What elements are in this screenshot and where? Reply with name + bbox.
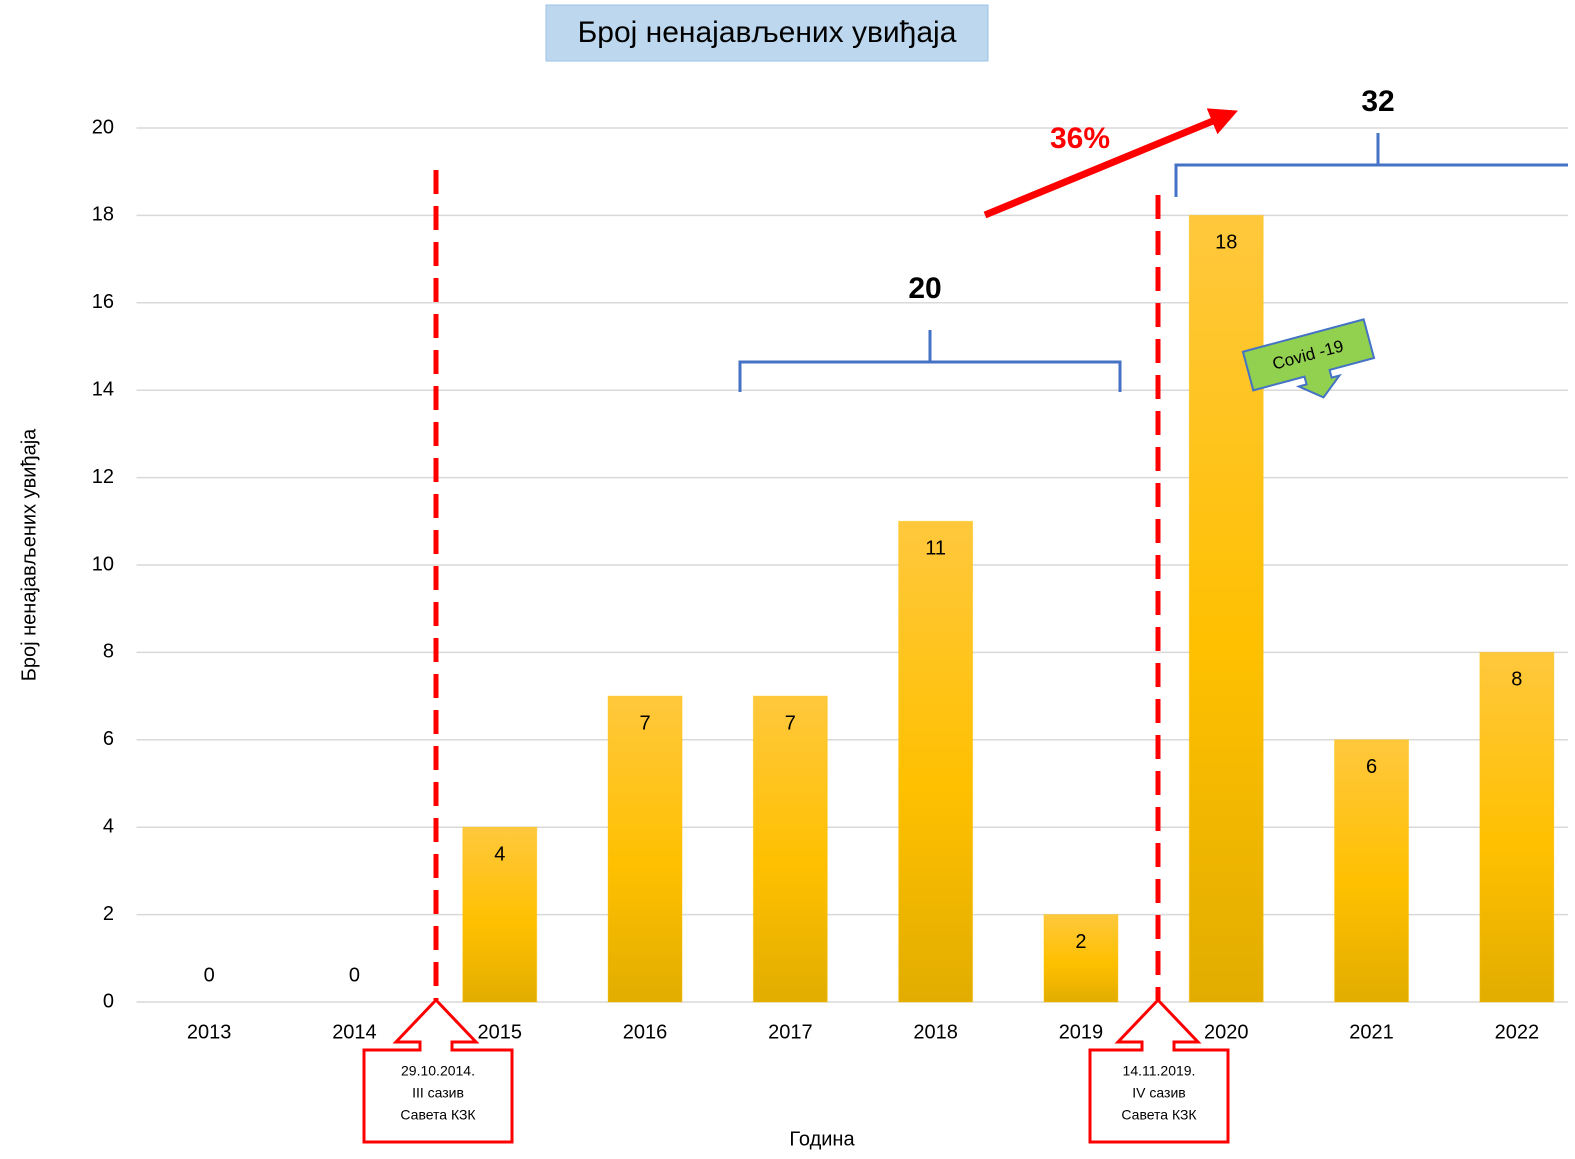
data-label: 11	[925, 538, 946, 560]
x-tick-label: 2018	[913, 1021, 958, 1043]
x-tick-label: 2019	[1059, 1021, 1104, 1043]
data-label: 0	[204, 964, 215, 986]
y-tick-label: 20	[92, 116, 114, 138]
note-text: 14.11.2019.	[1123, 1063, 1196, 1079]
bar	[1188, 214, 1264, 1003]
data-label: 7	[639, 712, 650, 734]
x-tick-label: 2016	[623, 1021, 668, 1043]
y-tick-label: 14	[92, 378, 114, 400]
note-text: Савета КЗК	[1121, 1107, 1197, 1123]
data-label: 2	[1075, 931, 1086, 953]
bar	[898, 520, 974, 1003]
y-tick-label: 18	[92, 204, 114, 226]
note-text: 29.10.2014.	[401, 1063, 475, 1079]
y-tick-label: 16	[92, 291, 114, 313]
data-label: 18	[1215, 232, 1237, 254]
data-label: 8	[1511, 669, 1522, 691]
note-callout	[362, 997, 514, 1144]
note-text: Савета КЗК	[400, 1107, 476, 1123]
data-label: 7	[785, 712, 796, 734]
title-box	[545, 4, 989, 62]
x-tick-label: 2017	[768, 1021, 813, 1043]
x-tick-label: 2022	[1495, 1021, 1540, 1043]
x-tick-label: 2014	[332, 1021, 377, 1043]
bar	[1334, 739, 1410, 1003]
covid-callout: Covid -19	[1241, 318, 1376, 399]
bars: 2013020140201542016720177201811201922020…	[187, 214, 1555, 1043]
data-label: 6	[1366, 756, 1377, 778]
x-tick-label: 2020	[1204, 1021, 1249, 1043]
data-label: 0	[349, 964, 360, 986]
bracket	[1174, 133, 1568, 197]
growth-arrow	[983, 108, 1238, 219]
x-tick-label: 2013	[187, 1021, 232, 1043]
y-tick-label: 12	[92, 466, 114, 488]
bar	[462, 826, 538, 1003]
note-callout	[1088, 997, 1230, 1144]
annotation: 20	[908, 272, 941, 305]
chart-title: Број ненајављених увиђаја	[578, 16, 957, 49]
data-label: 4	[494, 843, 505, 865]
y-axis-label: Број ненајављених увиђаја	[18, 428, 40, 681]
bar	[752, 695, 828, 1003]
y-tick-label: 4	[103, 815, 114, 837]
annotation: 32	[1361, 85, 1394, 118]
annotation: 36%	[1050, 122, 1110, 155]
bar	[607, 695, 683, 1003]
x-tick-label: 2021	[1349, 1021, 1394, 1043]
note-text: IV сазив	[1132, 1085, 1185, 1101]
bar	[1043, 914, 1119, 1003]
y-tick-label: 6	[103, 728, 114, 750]
x-tick-label: 2015	[478, 1021, 523, 1043]
note-text: III сазив	[412, 1085, 464, 1101]
bracket	[738, 330, 1122, 392]
y-tick-label: 10	[92, 553, 114, 575]
x-axis-label: Година	[789, 1128, 855, 1150]
y-tick-label: 8	[103, 641, 114, 663]
bar	[1479, 651, 1555, 1003]
y-tick-label: 2	[103, 903, 114, 925]
callout-shape	[1241, 318, 1376, 399]
y-tick-label: 0	[103, 990, 114, 1012]
